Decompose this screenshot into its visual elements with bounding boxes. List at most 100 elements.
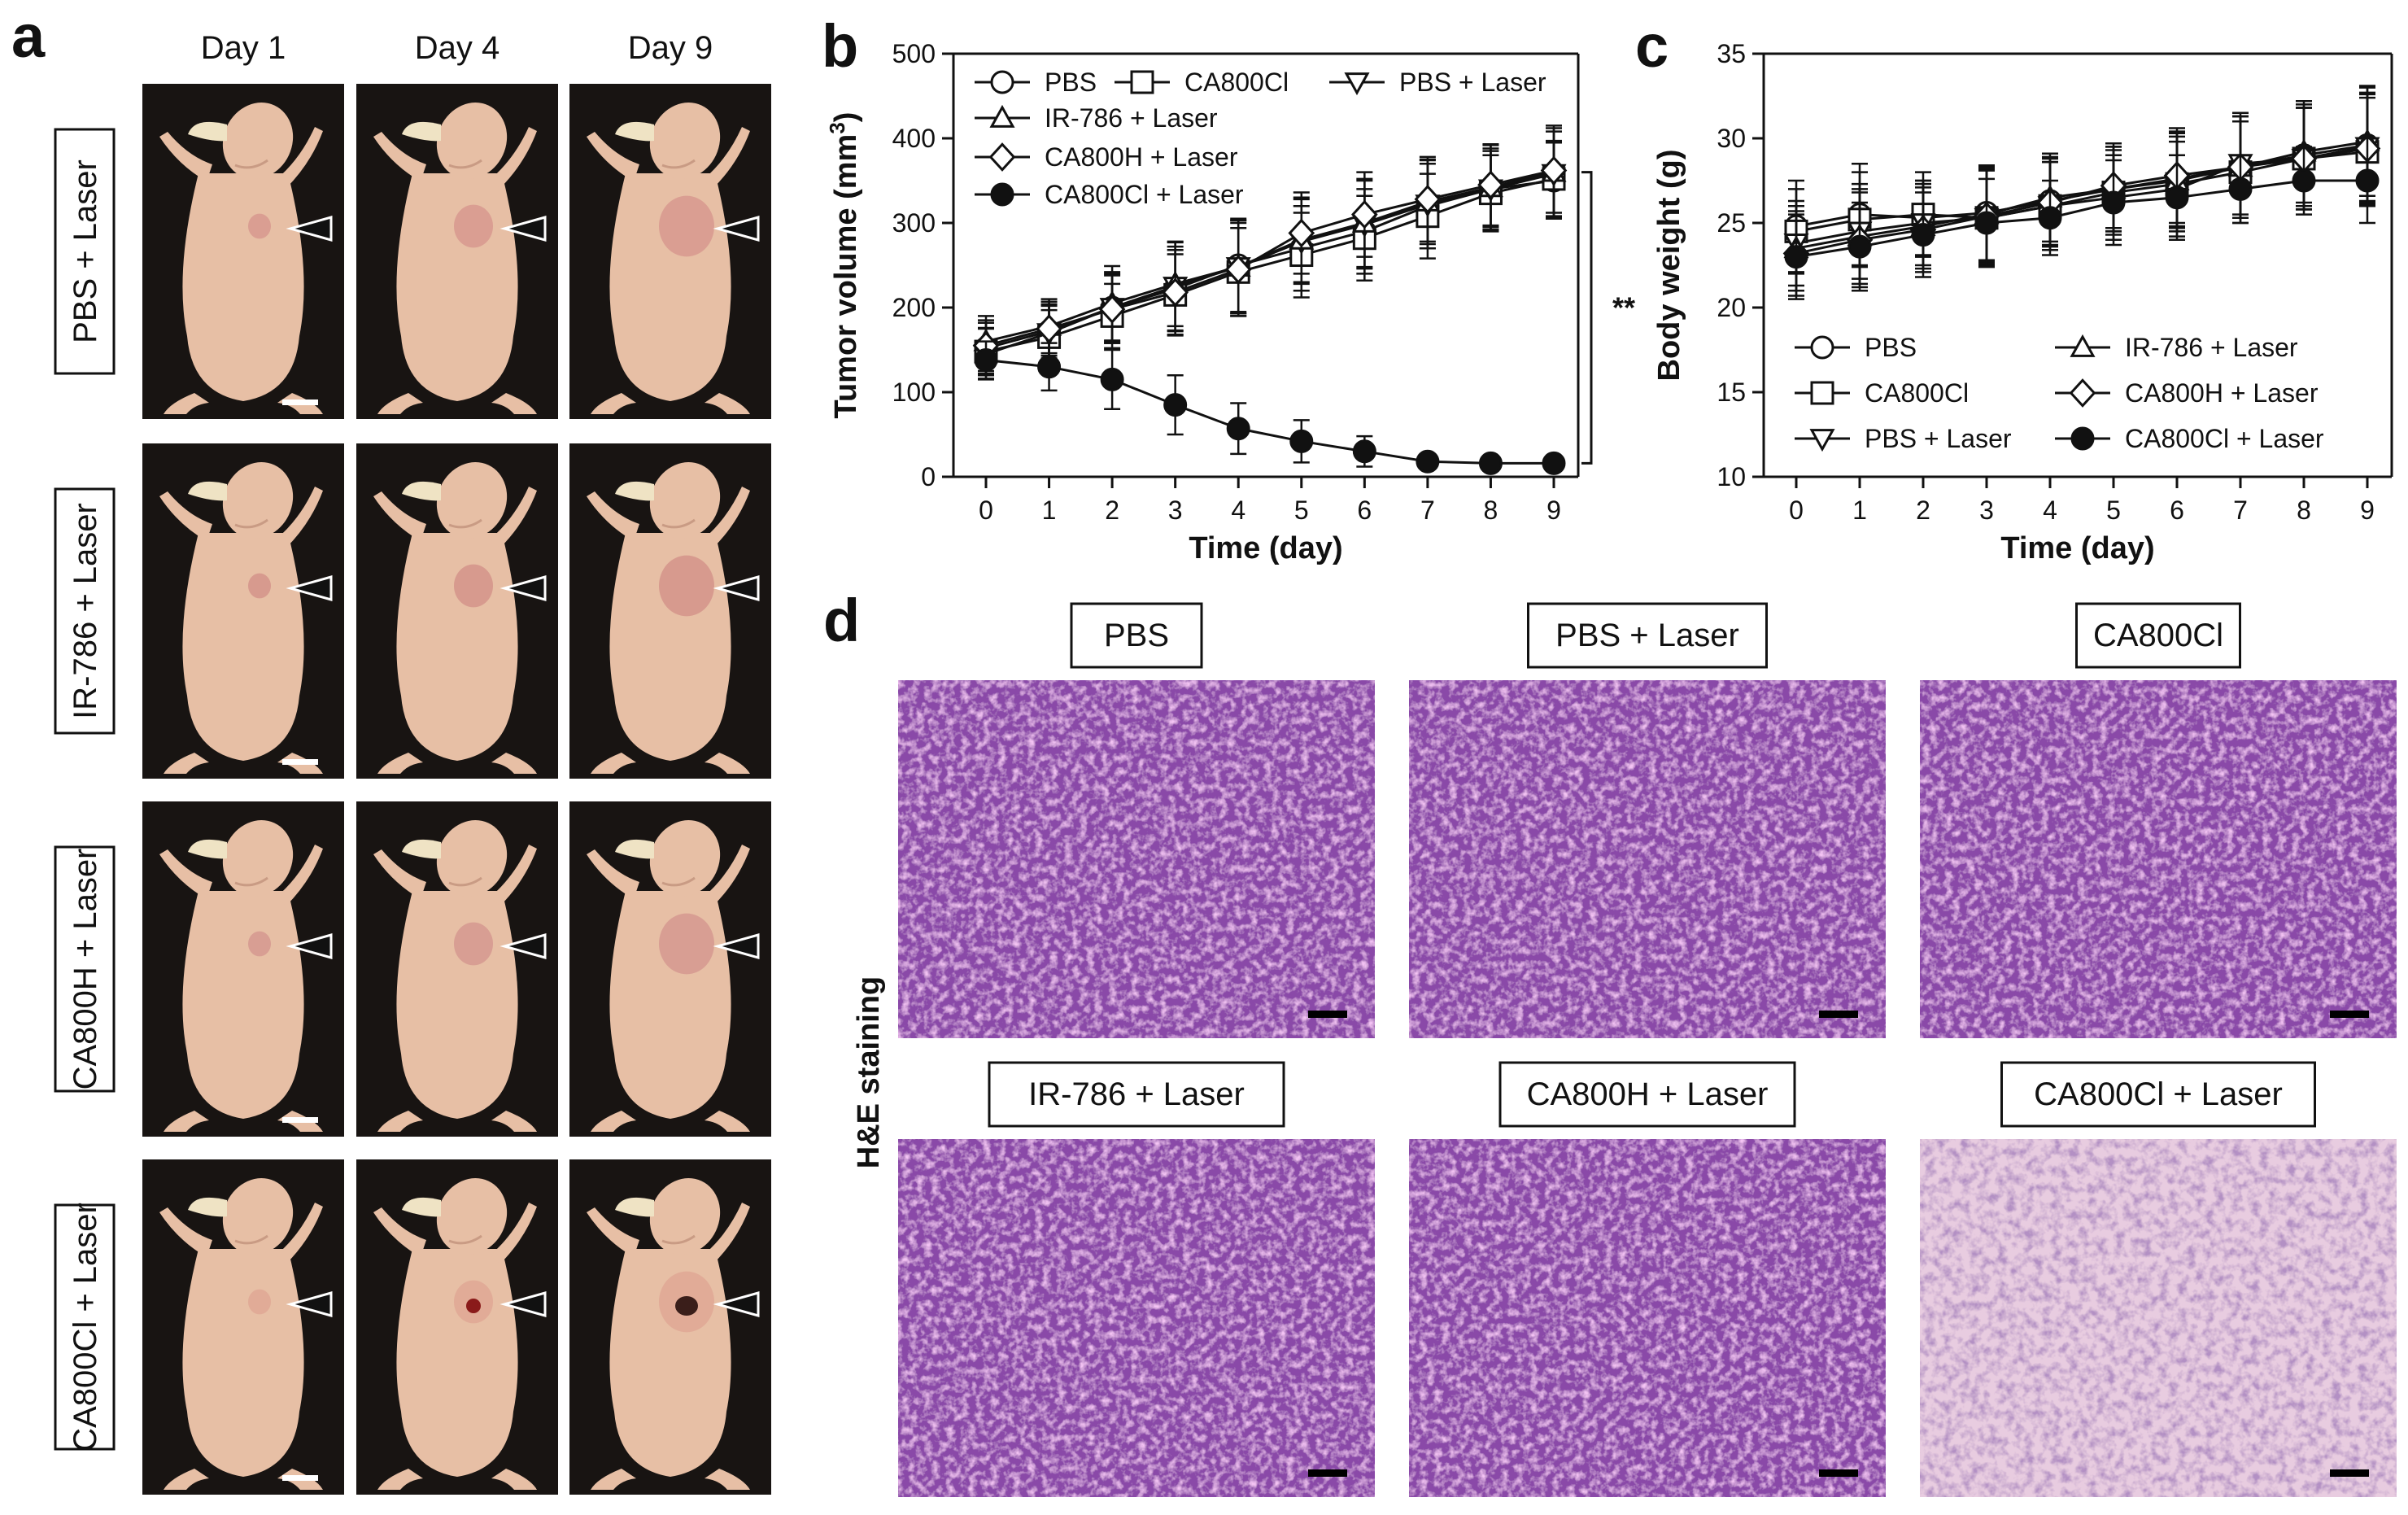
data-point [1540,155,1568,186]
data-point [1478,451,1503,475]
series-line [1795,145,2368,245]
data-point [1130,70,1154,94]
scale-bar [2330,1469,2369,1477]
scale-bar [1819,1469,1858,1477]
significance-bracket [1581,171,1593,465]
data-point [2070,334,2096,357]
he-image-label: PBS + Laser [1555,618,1739,653]
row-label: CA800H + Laser [68,849,103,1090]
row-label-box [54,487,116,735]
scale-bar [282,399,318,405]
mouse-photo [356,84,558,419]
data-point [990,70,1014,94]
panel-a: a Day 1 Day 4 Day 9 PBS + Laser IR-786 + La… [11,2,771,1495]
data-point [2228,177,2253,201]
mouse-photo [142,1159,344,1495]
legend-entry: CA800Cl + Laser [2055,424,2324,453]
data-point [1163,393,1188,417]
day-label-1: Day 1 [201,30,286,66]
data-point [1036,314,1062,343]
he-image-label-box [988,1061,1285,1128]
he-image-label: CA800H + Laser [1527,1076,1769,1112]
x-axis-title: Time (day) [1189,531,1342,565]
legend-entry: CA800Cl [1115,68,1289,97]
y-tick-label: 400 [892,124,936,153]
series-ca800h-laser [1782,93,2381,297]
he-tissue [1409,680,1886,1038]
y-tick-label: 20 [1717,293,1746,322]
mouse-photo [142,443,344,779]
series-line [1795,151,2368,233]
series-line [985,171,1555,343]
he-image-label-box [1070,602,1203,669]
x-tick-label: 9 [1546,496,1561,525]
panel-letter-a: a [11,2,46,70]
legend-entry: CA800Cl [1795,378,1969,408]
mouse-photo [356,1159,558,1495]
he-tissue [1409,1139,1886,1497]
y-tick-label: 35 [1717,39,1746,68]
x-tick-label: 6 [2170,496,2184,525]
data-point [1416,449,1440,474]
tumor-arrow-icon [713,1291,760,1317]
legend-label: IR-786 + Laser [2125,333,2298,362]
data-point [1542,451,1566,475]
x-tick-label: 4 [1231,496,1245,525]
x-tick-label: 5 [1294,496,1309,525]
y-tick-label: 500 [892,39,936,68]
panel-d: d H&E staining PBS PBS + Laser CA800Cl IR-7… [823,587,2397,1497]
legend-label: PBS [1865,333,1917,362]
data-point [988,142,1016,172]
legend-entry: PBS [975,68,1097,97]
mouse-photo [142,84,344,419]
data-point [1974,211,1999,235]
x-tick-label: 2 [1105,496,1119,525]
series-pbs [974,141,1566,375]
he-tissue [1920,1139,2397,1497]
legend-label: PBS + Laser [1399,68,1546,97]
data-point [1810,381,1834,405]
y-tick-label: 15 [1717,378,1746,407]
y-tick-label: 100 [892,378,936,407]
he-image: PBS + Laser [1409,602,1886,1038]
data-point [1784,245,1808,269]
y-axis-title: Body weight (g) [1652,150,1686,382]
data-point [1226,417,1250,441]
legend-label: CA800Cl + Laser [2125,424,2324,453]
panel-letter-d: d [823,587,860,654]
tumor-arrow-icon [286,216,333,242]
mouse-photo [569,84,771,419]
he-tissue [898,680,1375,1038]
x-tick-label: 1 [1852,496,1867,525]
row-label: IR-786 + Laser [68,503,103,719]
tumor-arrow-icon [286,575,333,601]
tumor-arrow-icon [713,216,760,242]
legend-entry: CA800H + Laser [975,142,1238,172]
series-ca800cl [974,139,1566,377]
data-point [2355,168,2380,193]
legend-entry: PBS + Laser [1329,68,1546,97]
mouse-photo [356,443,558,779]
mouse-photo [569,443,771,779]
data-point [1037,355,1062,379]
y-tick-label: 10 [1717,462,1746,491]
x-tick-label: 3 [1979,496,1994,525]
row-label-box [54,1203,116,1451]
mouse-photo [569,801,771,1137]
mouse-photo [142,801,344,1137]
he-image-label-box [1527,602,1768,669]
x-tick-label: 0 [979,496,993,525]
series-line [985,358,1554,465]
tumor-volume-chart: 0 1 2 3 4 5 6 7 8 9 0 100 200 300 400 500 Time (day) Tumo… [825,39,1635,565]
tumor-arrow-icon [499,1291,547,1317]
data-point [990,182,1014,207]
data-point [1098,295,1126,324]
series-pbs-laser [1783,91,2380,287]
row-label-box [54,128,116,375]
legend-label: PBS + Laser [1865,424,2012,453]
legend-entry: PBS [1795,333,1917,362]
scale-bar [1308,1011,1347,1018]
x-axis-title: Time (day) [2000,531,2154,565]
x-tick-label: 3 [1168,496,1183,525]
